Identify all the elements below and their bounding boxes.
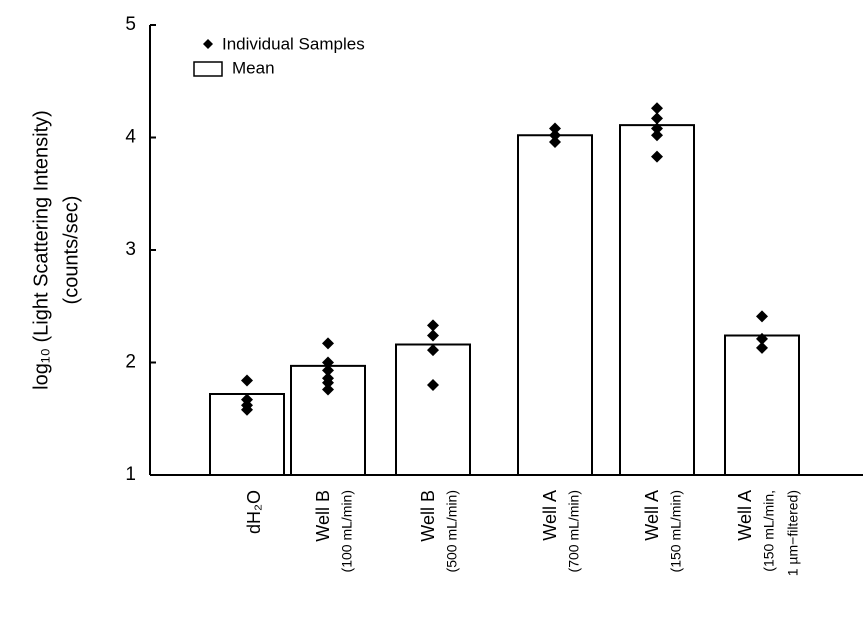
sample-point <box>427 379 439 391</box>
x-tick-label: (150 mL/min) <box>668 490 684 572</box>
bar <box>724 334 800 476</box>
legend-marker <box>193 61 223 77</box>
x-tick-label: 1 µm−filtered) <box>785 490 801 576</box>
y-tick-label: 3 <box>125 239 136 260</box>
sample-point <box>651 102 663 115</box>
sample-point <box>756 310 768 323</box>
x-tick-label: Well A <box>540 490 560 541</box>
bar <box>395 343 471 476</box>
sample-point <box>549 129 561 142</box>
sample-point <box>241 374 253 387</box>
sample-point <box>322 376 334 389</box>
sample-point <box>756 332 768 345</box>
sample-point <box>651 112 663 125</box>
x-tick-label: Well A <box>642 490 662 541</box>
y-tick-label: 1 <box>125 464 136 485</box>
legend-label: Individual Samples <box>222 34 365 53</box>
y-axis-label: (counts/sec) <box>60 196 82 305</box>
sample-point <box>322 337 334 350</box>
sample-point <box>241 403 253 416</box>
sample-point <box>756 341 768 354</box>
x-tick-label: (100 mL/min) <box>339 490 355 572</box>
y-axis-label: log₁₀ (Light Scattering Intensity) <box>30 110 52 390</box>
bar <box>619 124 695 476</box>
x-tick-label: dH₂O <box>244 490 264 534</box>
y-tick-label: 2 <box>125 352 136 373</box>
sample-point <box>549 122 561 135</box>
x-tick-label: (150 mL/min, <box>761 490 777 572</box>
sample-point <box>427 329 439 342</box>
sample-point <box>651 150 663 163</box>
sample-point <box>651 129 663 142</box>
x-tick-label: (500 mL/min) <box>444 490 460 572</box>
y-tick-label: 5 <box>125 14 136 35</box>
sample-point <box>427 319 439 332</box>
sample-point <box>322 356 334 369</box>
x-tick-label: Well A <box>735 490 755 541</box>
sample-point <box>322 383 334 396</box>
sample-point <box>549 136 561 148</box>
bar <box>517 134 593 476</box>
legend-label: Mean <box>232 58 275 77</box>
sample-point <box>322 364 334 377</box>
legend-marker <box>203 39 213 49</box>
y-tick-label: 4 <box>125 127 136 148</box>
x-tick-label: (700 mL/min) <box>566 490 582 572</box>
sample-point <box>651 122 663 135</box>
x-tick-label: Well B <box>418 490 438 542</box>
x-tick-label: Well B <box>313 490 333 542</box>
sample-point <box>427 344 439 357</box>
